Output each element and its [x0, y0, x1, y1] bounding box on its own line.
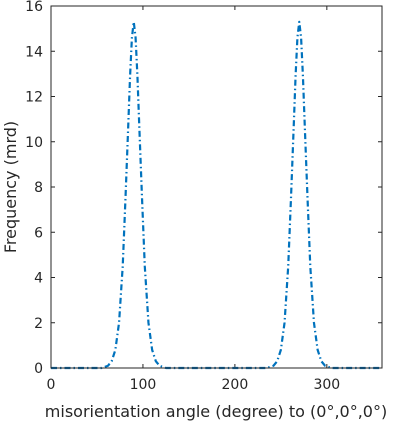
x-tick-label: 100 — [130, 377, 157, 393]
y-tick-label: 0 — [34, 361, 43, 377]
tick-labels: 0 100 200 300 0 2 4 6 8 10 12 14 16 — [25, 0, 340, 393]
axes-box — [50, 5, 383, 369]
x-tick-label: 200 — [222, 377, 249, 393]
y-tick-label: 16 — [25, 0, 43, 15]
x-axis-title: misorientation angle (degree) to (0°,0°,… — [45, 402, 387, 421]
y-tick-label: 2 — [34, 316, 43, 332]
y-tick-label: 8 — [34, 180, 43, 196]
plot-area — [51, 6, 382, 368]
series-line — [51, 20, 382, 370]
y-tick-label: 14 — [25, 44, 43, 60]
y-tick-label: 4 — [34, 271, 43, 287]
y-tick-label: 10 — [25, 135, 43, 151]
x-tick-label: 300 — [313, 377, 340, 393]
y-tick-label: 12 — [25, 90, 43, 106]
x-tick-label: 0 — [47, 377, 56, 393]
y-axis-title: Frequency (mrd) — [1, 121, 20, 253]
y-tick-label: 6 — [34, 225, 43, 241]
